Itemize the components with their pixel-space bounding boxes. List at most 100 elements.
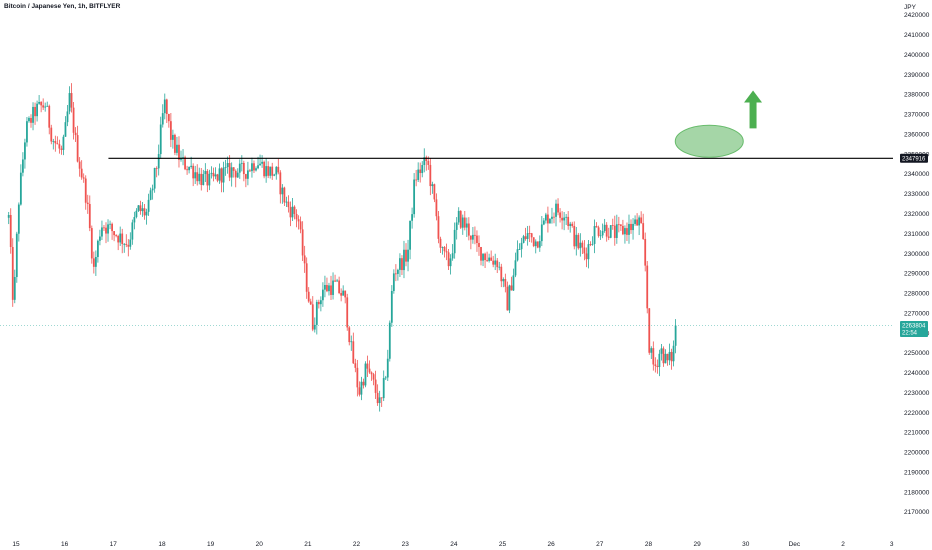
candle-body [305,263,308,292]
candle-body [261,161,263,164]
current-price-label: 2263804 [902,324,926,330]
candle-body [228,163,231,178]
candle-body [222,167,225,183]
candle-body [240,162,243,164]
candle-body [648,308,651,353]
candle-body [536,241,539,248]
candle-body [92,258,95,267]
candle-body [141,208,144,212]
candle-body [579,242,582,249]
candle-body [259,163,261,166]
price-axis-tick: 2400000 [904,52,930,59]
candle-body [569,223,572,227]
candle-body [70,93,73,108]
price-axis-tick: 2180000 [904,489,930,496]
candle-body [123,243,126,245]
candle-body [587,244,590,260]
candle-body [480,246,482,261]
time-axis-tick: 26 [548,541,556,548]
time-axis-tick: Dec [789,541,801,548]
candle-body [165,99,168,114]
candle-body [496,260,499,268]
candle-body [208,173,211,186]
candle-body [583,247,586,254]
candle-body [372,374,375,380]
candle-body [360,381,363,395]
candle-body [449,258,452,267]
candle-body [72,107,75,133]
candle-body [80,168,83,178]
time-axis-tick: 27 [596,541,604,548]
candle-body [374,379,377,393]
candle-body [542,220,545,225]
candle-body [530,233,533,238]
candle-body [182,157,184,159]
candle-body [9,214,12,248]
candle-body [356,367,359,388]
time-axis-tick: 30 [742,541,750,548]
bar-countdown-label: 22:54 [902,331,918,337]
candle-body [139,205,142,212]
candle-body [48,105,51,128]
candle-body [200,173,203,186]
candle-body [7,214,10,218]
price-axis-tick: 2310000 [904,231,930,238]
price-axis-tick: 2220000 [904,410,930,417]
candle-body [427,160,430,165]
candle-body [559,212,561,218]
candle-body [516,249,519,261]
candle-body [44,106,47,108]
candle-body [68,93,71,112]
chart-title: Bitcoin / Japanese Yen, 1h, BITFLYER [4,3,121,10]
candle-body [366,363,369,369]
candle-body [234,170,237,178]
price-axis-tick: 2370000 [904,112,930,119]
price-axis-tick: 2290000 [904,271,930,278]
candle-series [7,83,677,412]
candle-body [457,210,460,223]
candle-body [453,229,456,254]
candle-body [472,234,474,240]
candle-body [267,166,270,176]
candle-body [277,166,280,173]
candle-body [549,218,551,224]
candle-body [291,206,294,218]
candle-body [76,135,79,162]
candle-body [19,172,22,205]
candle-body [96,240,99,257]
candle-body [390,291,393,323]
candle-body [153,168,156,189]
candle-body [368,368,371,373]
candle-body [502,279,505,282]
candle-body [176,144,178,153]
candle-body [301,229,304,256]
time-axis-tick: 22 [353,541,361,548]
candle-body [149,190,152,200]
candle-body [459,210,462,228]
candle-body [409,220,411,250]
price-axis-tick: 2250000 [904,350,930,357]
candle-body [403,249,405,271]
candle-body [544,214,547,221]
candle-body [474,234,476,236]
candle-body [492,260,495,265]
candle-body [206,171,209,186]
candle-body [392,273,395,292]
candle-body [425,157,428,161]
candle-body [662,348,665,364]
candle-body [413,179,416,215]
candle-body [465,223,468,228]
candle-body [269,166,272,176]
candle-body [652,348,655,365]
candle-body [78,161,81,169]
time-axis-tick: 18 [158,541,166,548]
candle-body [338,280,341,294]
candle-body [287,201,290,208]
candle-body [573,225,576,247]
candle-body [547,214,549,224]
candle-body [336,280,338,282]
candle-body [397,269,399,274]
up-arrow-icon [744,90,763,129]
